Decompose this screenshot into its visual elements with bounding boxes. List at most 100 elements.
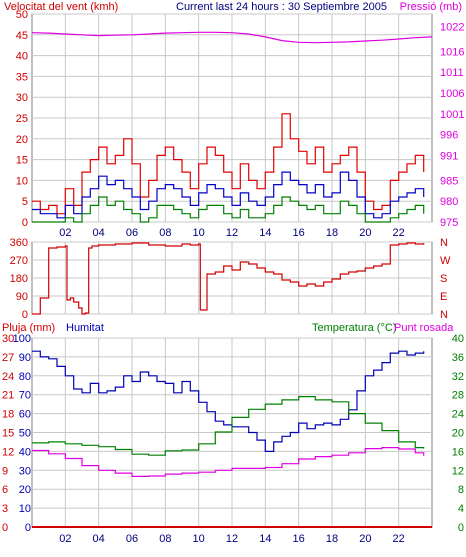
pressure-tick: 1011 <box>440 67 464 79</box>
direction-compass-tick: W <box>440 255 451 267</box>
wind-x-tick: 12 <box>226 227 238 239</box>
temperature-tick: 16 <box>452 446 464 458</box>
direction-compass-tick: S <box>440 273 447 285</box>
temperature-tick: 40 <box>452 333 464 345</box>
pressure-tick: 1022 <box>440 21 464 33</box>
rain-tick: 12 <box>2 446 14 458</box>
rain-tick: 18 <box>2 409 14 421</box>
humidity-tick: 90 <box>19 352 31 364</box>
wind-speed-tick: 25 <box>16 113 28 125</box>
wind-speed-tick: 35 <box>16 71 28 83</box>
rain-tick: 30 <box>2 333 14 345</box>
wind-title: Velocitat del vent (kmh) <box>4 1 118 13</box>
wind-x-tick: 16 <box>293 227 305 239</box>
temperature-tick: 36 <box>452 352 464 364</box>
dewpoint-line <box>32 447 425 477</box>
direction-degree-tick-labels: 0 90 180 270 360 <box>10 237 28 321</box>
wind-x-tick: 08 <box>159 227 171 239</box>
temperature-tick: 4 <box>458 503 464 515</box>
direction-degree-tick: 90 <box>16 291 28 303</box>
wind-direction-line <box>32 242 425 315</box>
wind-x-tick: 04 <box>93 227 105 239</box>
temperature-label: Temperatura (°C) <box>312 322 396 334</box>
humidity-label: Humitat <box>66 322 104 334</box>
wind-speed-tick-labels: 0 5 10 15 20 25 30 35 40 45 50 <box>16 9 28 229</box>
humidity-tick: 20 <box>19 484 31 496</box>
rain-tick: 24 <box>2 371 14 383</box>
direction-compass-tick: N <box>440 309 448 321</box>
temperature-x-tick: 14 <box>259 533 271 545</box>
direction-gridlines <box>32 241 432 315</box>
rain-tick: 9 <box>2 465 8 477</box>
rain-tick: 0 <box>2 522 8 534</box>
temperature-x-tick: 08 <box>159 533 171 545</box>
dewpoint-label: Punt rosada <box>394 322 454 334</box>
direction-series-group <box>32 242 425 315</box>
wind-x-tick: 14 <box>259 227 271 239</box>
pressure-tick: 1006 <box>440 88 464 100</box>
temperature-tick: 32 <box>452 371 464 383</box>
wind-average-line <box>32 171 425 219</box>
pressure-tick: 1016 <box>440 46 464 58</box>
rain-label: Pluja (mm) <box>2 322 55 334</box>
humidity-tick: 60 <box>19 409 31 421</box>
temperature-x-tick: 04 <box>93 533 105 545</box>
pressure-tick-labels: 975 980 985 991 996 1001 1006 1011 1016 1022 <box>440 21 464 229</box>
direction-compass-tick: N <box>440 237 448 249</box>
temperature-x-tick: 22 <box>393 533 405 545</box>
wind-x-tick: 22 <box>393 227 405 239</box>
temperature-tick: 24 <box>452 409 464 421</box>
humidity-tick: 50 <box>19 428 31 440</box>
period-title: Current last 24 hours : 30 Septiembre 20… <box>176 1 387 13</box>
humidity-tick: 80 <box>19 371 31 383</box>
temperature-x-tick-labels: 02 04 06 08 10 12 14 16 18 20 22 <box>59 533 405 545</box>
wind-speed-tick: 10 <box>16 175 28 187</box>
humidity-tick: 0 <box>25 522 31 534</box>
temperature-line <box>32 396 425 456</box>
wind-speed-tick: 40 <box>16 51 28 63</box>
humidity-tick: 40 <box>19 446 31 458</box>
temperature-tick: 20 <box>452 428 464 440</box>
temperature-x-tick: 16 <box>293 533 305 545</box>
rain-tick: 27 <box>2 352 14 364</box>
direction-degree-tick: 0 <box>22 309 28 321</box>
humidity-tick: 30 <box>19 465 31 477</box>
direction-degree-tick: 270 <box>10 255 28 267</box>
wind-x-tick: 06 <box>126 227 138 239</box>
pressure-tick: 980 <box>440 196 458 208</box>
wind-series-group <box>31 31 433 223</box>
humidity-line <box>32 350 425 452</box>
wind-x-tick: 18 <box>326 227 338 239</box>
humidity-tick: 70 <box>19 390 31 402</box>
wind-x-tick: 02 <box>59 227 71 239</box>
temperature-tick-labels: 0 4 8 12 16 20 24 28 32 36 40 <box>452 333 464 534</box>
temperature-tick: 8 <box>458 484 464 496</box>
wind-speed-tick: 30 <box>16 92 28 104</box>
humidity-tick: 100 <box>13 333 31 345</box>
pressure-line <box>31 31 433 44</box>
wind-speed-tick: 50 <box>16 9 28 21</box>
temperature-x-tick: 12 <box>226 533 238 545</box>
temperature-series-group <box>32 350 432 528</box>
temperature-x-tick: 10 <box>193 533 205 545</box>
rain-tick: 3 <box>2 503 8 515</box>
temperature-x-tick: 18 <box>326 533 338 545</box>
wind-x-tick: 10 <box>193 227 205 239</box>
wind-gridlines <box>32 13 432 223</box>
humidity-tick: 10 <box>19 503 31 515</box>
temperature-tick: 0 <box>458 522 464 534</box>
direction-degree-tick: 180 <box>10 273 28 285</box>
humidity-tick-labels: 0 10 20 30 40 50 60 70 80 90 100 <box>13 333 31 534</box>
wind-minimum-line <box>32 196 425 223</box>
pressure-tick: 975 <box>440 217 458 229</box>
temperature-x-tick: 20 <box>359 533 371 545</box>
wind-x-tick-labels: 02 04 06 08 10 12 14 16 18 20 22 <box>59 227 405 239</box>
wind-pressure-panel: 0 5 10 15 20 25 30 35 40 45 50 975 980 985 991 996 1001… <box>4 1 464 239</box>
pressure-tick: 991 <box>440 150 458 162</box>
wind-speed-tick: 45 <box>16 30 28 42</box>
wind-speed-tick: 20 <box>16 134 28 146</box>
direction-compass-tick: E <box>440 291 447 303</box>
